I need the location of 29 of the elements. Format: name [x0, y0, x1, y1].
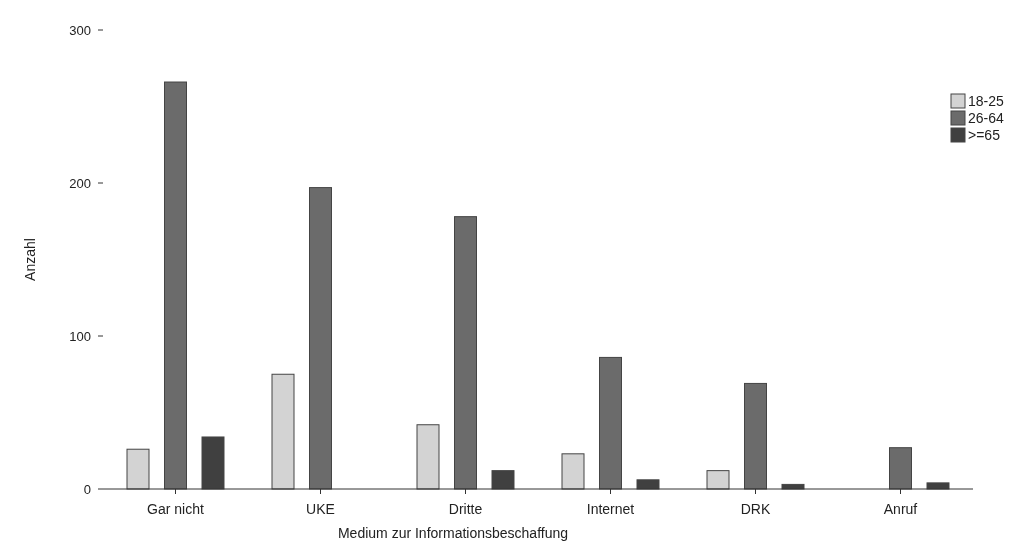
bar: [706, 470, 730, 490]
x-tick-label: DRK: [740, 500, 771, 517]
bar: [636, 479, 660, 490]
y-tick-label: 200: [69, 175, 91, 191]
x-tick-label: Internet: [586, 500, 635, 517]
y-tick-label: 100: [69, 328, 91, 344]
x-axis-title: Medium zur Informationsbeschaffung: [337, 525, 569, 541]
bar: [271, 373, 295, 490]
bar: [201, 436, 225, 490]
y-tick-label: 0: [83, 481, 91, 497]
bar: [454, 216, 477, 490]
legend-label: 18-25: [968, 92, 1005, 109]
bar: [889, 447, 912, 490]
bar: [491, 470, 515, 490]
legend-label: >=65: [968, 126, 1001, 143]
bar: [309, 187, 332, 490]
x-tick-label: UKE: [306, 500, 335, 517]
x-tick-label: Anruf: [883, 500, 918, 517]
bar: [599, 356, 622, 490]
bar: [561, 453, 585, 490]
bar: [744, 382, 767, 490]
bar: [126, 448, 150, 490]
bar: [416, 424, 440, 490]
y-tick-label: 300: [69, 22, 91, 38]
bar: [164, 81, 187, 490]
x-tick-label: Dritte: [448, 500, 483, 517]
legend-label: 26-64: [968, 109, 1005, 126]
x-tick-label: Gar nicht: [147, 500, 204, 517]
y-axis-title: Anzahl: [22, 238, 38, 281]
